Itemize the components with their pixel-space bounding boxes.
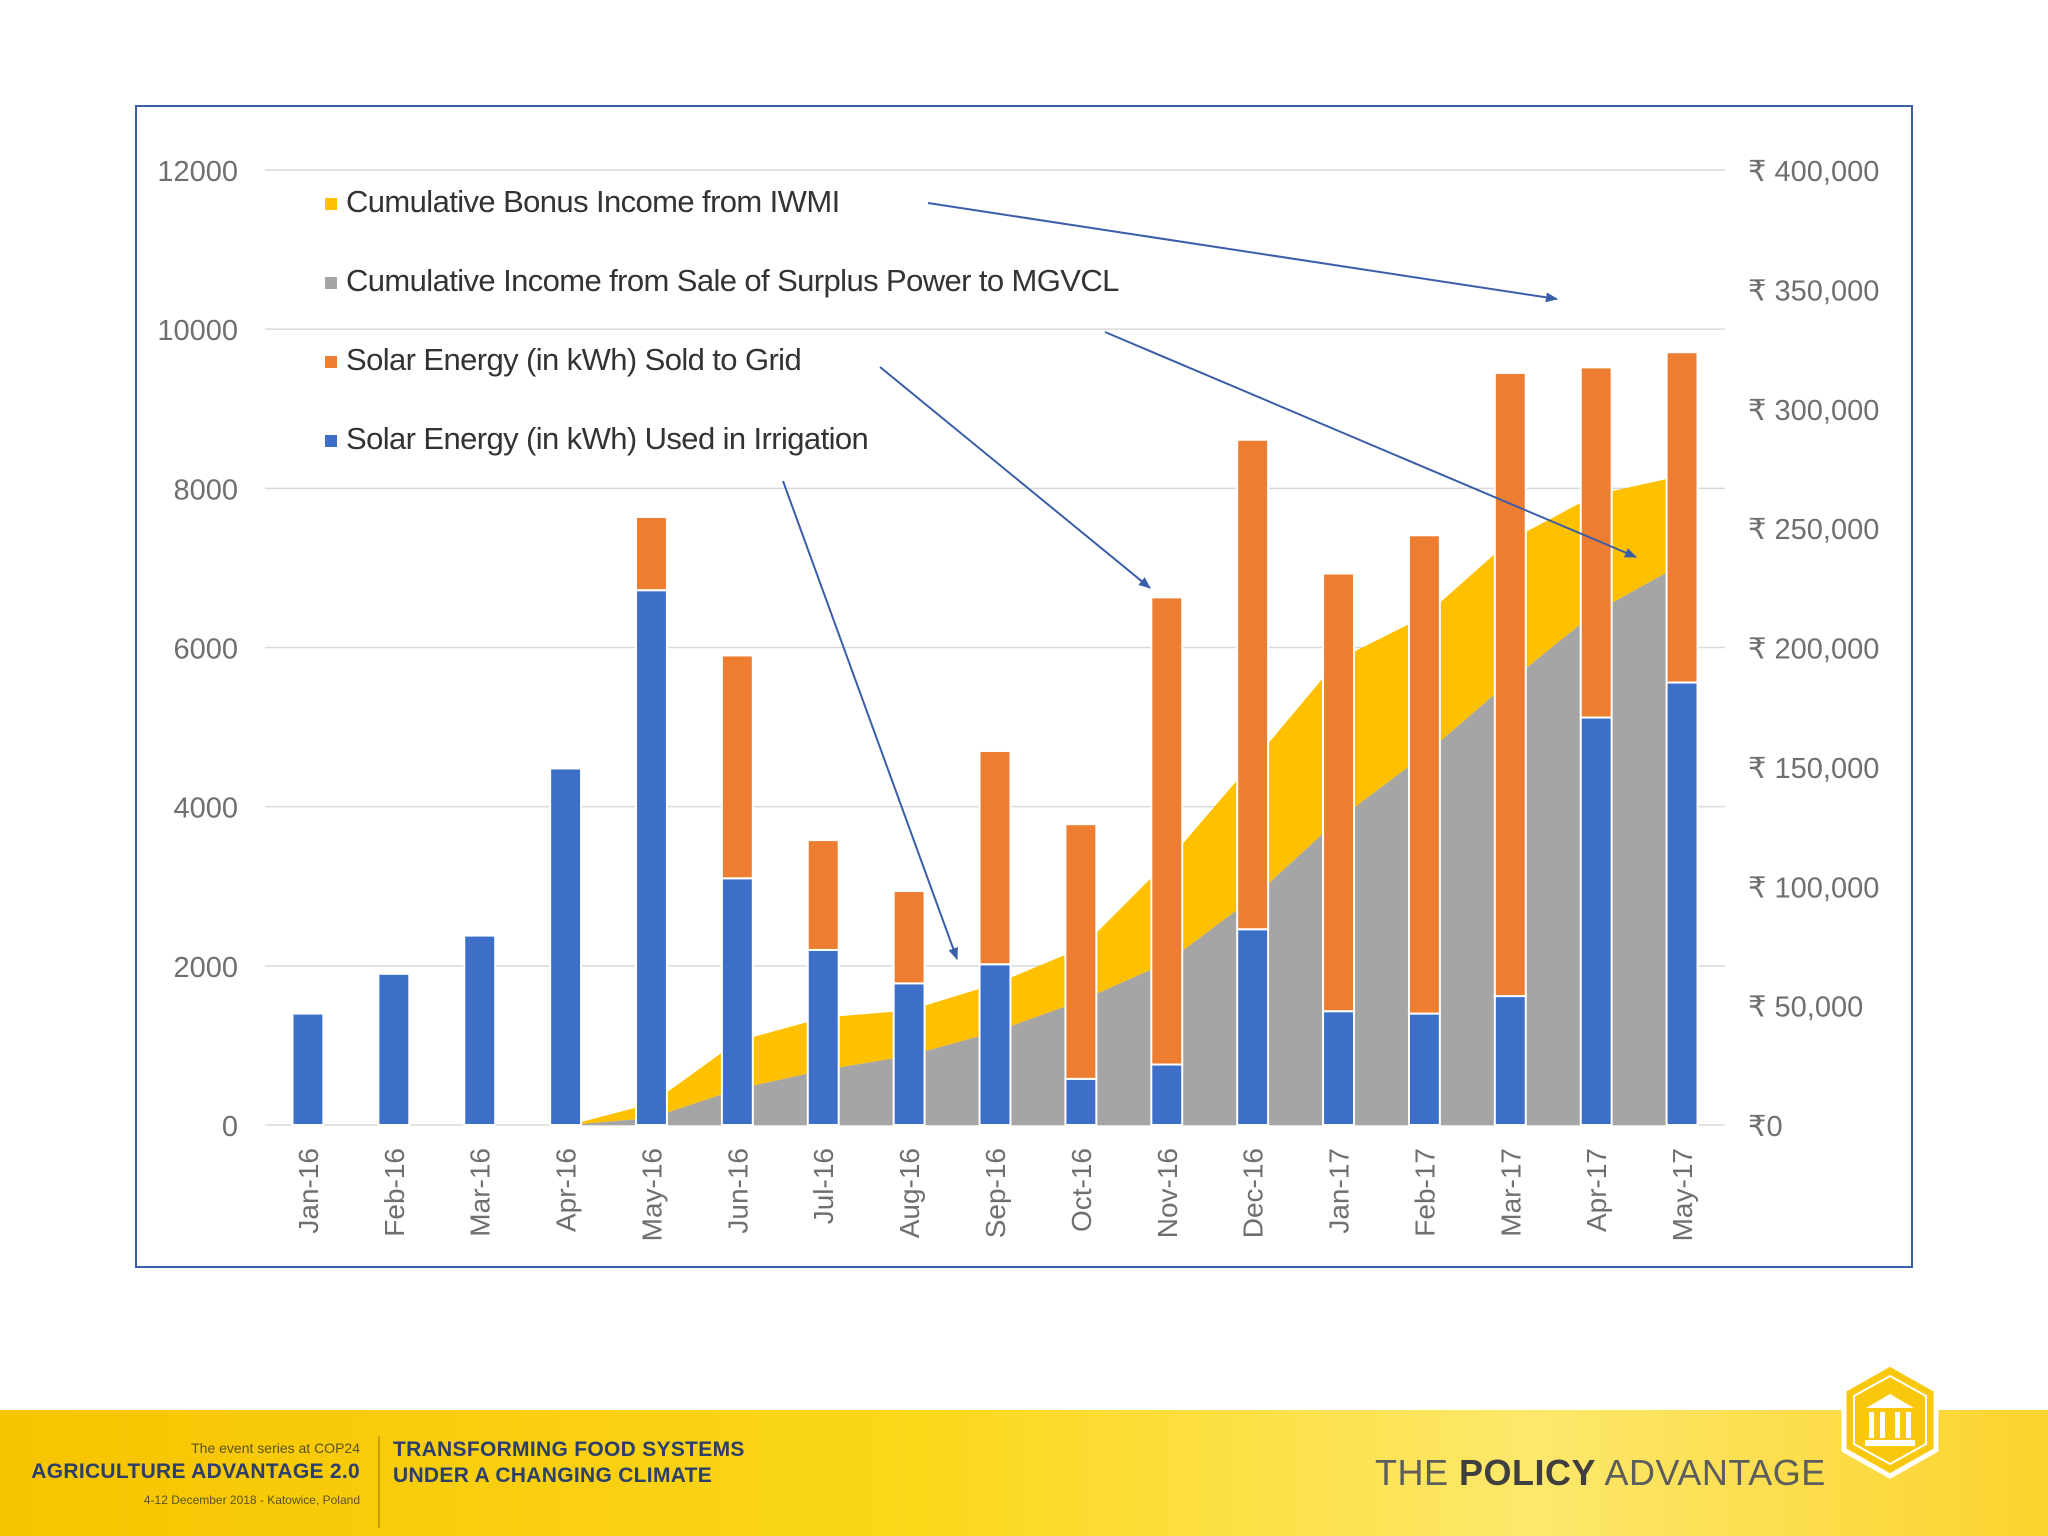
- bar-sold-to-grid-May-17: [1665, 351, 1699, 684]
- bar-sold-to-grid-Jun-16: [720, 654, 754, 880]
- right-axis-tick-label: ₹ 300,000: [1748, 395, 1879, 427]
- x-axis-tick-label: Sep-16: [980, 1148, 1011, 1238]
- annotation-arrow: [1104, 331, 1637, 558]
- bar-irrigation-Aug-16: [892, 982, 926, 1127]
- bar-irrigation-May-16: [635, 589, 668, 1126]
- right-axis-tick-label: ₹ 200,000: [1748, 634, 1879, 666]
- bar-irrigation-Apr-17: [1579, 716, 1613, 1126]
- left-axis-tick-label: 6000: [173, 634, 238, 666]
- left-axis-tick-label: 12000: [157, 156, 238, 188]
- bar-sold-to-grid-Oct-16: [1064, 823, 1098, 1080]
- area-surplus-power-income: [569, 563, 1683, 1125]
- legend-label: Cumulative Income from Sale of Surplus P…: [346, 263, 1119, 298]
- theme-line-2: UNDER A CHANGING CLIMATE: [393, 1464, 713, 1487]
- theme-line-1: TRANSFORMING FOOD SYSTEMS: [393, 1438, 745, 1461]
- bar-irrigation-Mar-17: [1493, 995, 1527, 1127]
- legend-swatch: [325, 198, 337, 210]
- x-axis-tick-label: Feb-17: [1409, 1148, 1440, 1237]
- x-axis-tick-label: Mar-17: [1495, 1148, 1526, 1237]
- bar-irrigation-Jan-17: [1322, 1010, 1355, 1127]
- right-axis-tick-label: ₹ 250,000: [1748, 514, 1879, 546]
- x-axis-tick-label: Jun-16: [722, 1148, 753, 1234]
- bar-irrigation-Jan-16: [291, 1012, 325, 1126]
- bar-sold-to-grid-Jul-16: [806, 839, 840, 951]
- x-axis-tick-label: Oct-16: [1066, 1148, 1097, 1232]
- right-axis-tick-label: ₹ 350,000: [1748, 275, 1879, 307]
- legend-swatch: [325, 435, 337, 447]
- legend-swatch: [325, 356, 337, 368]
- bar-irrigation-Jul-16: [806, 948, 840, 1127]
- annotation-arrow: [927, 202, 1558, 303]
- bar-irrigation-May-17: [1665, 681, 1699, 1126]
- right-axis-tick-label: ₹ 50,000: [1748, 992, 1863, 1024]
- policy-prefix: THE: [1375, 1452, 1460, 1493]
- right-axis-tick-label: ₹ 400,000: [1748, 156, 1879, 188]
- x-axis-tick-label: Apr-16: [551, 1148, 582, 1232]
- policy-suffix: ADVANTAGE: [1596, 1452, 1826, 1493]
- bar-sold-to-grid-Feb-17: [1407, 534, 1441, 1015]
- x-axis-tick-label: Feb-16: [379, 1148, 410, 1237]
- annotation-arrow: [782, 480, 958, 960]
- bar-irrigation-Feb-17: [1407, 1012, 1441, 1126]
- bar-sold-to-grid-May-16: [635, 515, 668, 592]
- left-axis-tick-label: 8000: [173, 474, 238, 506]
- right-axis-tick-label: ₹ 100,000: [1748, 872, 1879, 904]
- x-axis-tick-label: Jan-17: [1324, 1148, 1355, 1234]
- bar-irrigation-Dec-16: [1236, 928, 1270, 1126]
- policy-advantage-title: THE POLICY ADVANTAGE: [1375, 1452, 1826, 1494]
- left-axis-tick-label: 10000: [157, 315, 238, 347]
- bar-sold-to-grid-Nov-16: [1150, 596, 1184, 1066]
- bar-irrigation-Mar-16: [463, 934, 497, 1127]
- building-columns-icon: [1841, 1361, 1939, 1479]
- left-axis-tick-label: 0: [222, 1111, 238, 1143]
- bar-sold-to-grid-Jan-17: [1322, 572, 1355, 1013]
- x-axis-tick-label: Mar-16: [465, 1148, 496, 1237]
- bar-irrigation-Jun-16: [720, 877, 754, 1127]
- bar-sold-to-grid-Sep-16: [978, 749, 1012, 966]
- bar-irrigation-Apr-16: [549, 767, 583, 1126]
- bar-sold-to-grid-Dec-16: [1236, 438, 1270, 931]
- left-axis-tick-label: 4000: [173, 793, 238, 825]
- event-series-line: The event series at COP24: [191, 1440, 360, 1456]
- policy-bold: POLICY: [1459, 1452, 1597, 1493]
- annotation-arrow: [879, 366, 1151, 589]
- x-axis-tick-label: Nov-16: [1152, 1148, 1183, 1238]
- footer-divider: [378, 1436, 380, 1528]
- event-dates: 4-12 December 2018 - Katowice, Poland: [143, 1493, 360, 1507]
- bar-irrigation-Nov-16: [1150, 1063, 1184, 1127]
- x-axis-tick-label: May-16: [636, 1148, 667, 1241]
- bar-irrigation-Feb-16: [377, 972, 411, 1127]
- bar-sold-to-grid-Mar-17: [1493, 371, 1527, 998]
- event-name: AGRICULTURE ADVANTAGE 2.0: [31, 1460, 360, 1483]
- x-axis-tick-label: Dec-16: [1238, 1148, 1269, 1238]
- right-axis-tick-label: ₹ 150,000: [1748, 753, 1879, 785]
- x-axis-tick-label: Apr-17: [1581, 1148, 1612, 1232]
- bar-sold-to-grid-Aug-16: [892, 890, 926, 985]
- bar-sold-to-grid-Apr-17: [1579, 366, 1613, 719]
- x-axis-tick-label: Jan-16: [293, 1148, 324, 1234]
- legend-swatch: [325, 277, 337, 289]
- bar-irrigation-Oct-16: [1064, 1077, 1098, 1127]
- footer-band: The event series at COP24 AGRICULTURE AD…: [0, 1361, 2048, 1536]
- legend-label: Solar Energy (in kWh) Sold to Grid: [346, 342, 801, 377]
- left-axis-tick-label: 2000: [173, 952, 238, 984]
- area-bonus-income-iwmi: [569, 475, 1683, 1126]
- right-axis-tick-label: ₹0: [1748, 1111, 1783, 1143]
- x-axis-tick-label: Aug-16: [894, 1148, 925, 1238]
- legend-label: Solar Energy (in kWh) Used in Irrigation: [346, 421, 868, 456]
- x-axis-tick-label: Jul-16: [808, 1148, 839, 1224]
- bar-irrigation-Sep-16: [978, 963, 1012, 1126]
- legend-label: Cumulative Bonus Income from IWMI: [346, 184, 840, 219]
- x-axis-tick-label: May-17: [1667, 1148, 1698, 1241]
